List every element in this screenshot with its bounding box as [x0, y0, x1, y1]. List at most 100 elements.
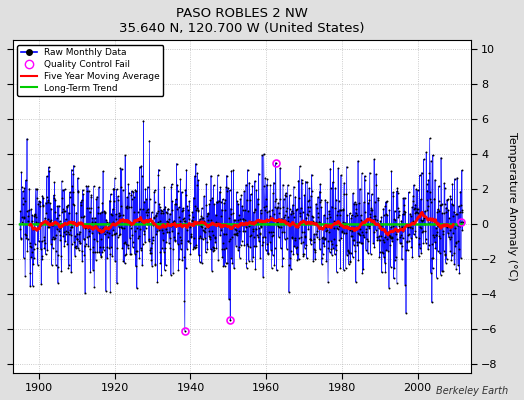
- Point: [103, 228, 111, 235]
- Point: [355, 200, 363, 207]
- Point: [318, 255, 326, 261]
- Point: [385, 207, 394, 213]
- Point: [102, 225, 110, 231]
- Point: [16, 208, 25, 214]
- Point: [335, 237, 343, 243]
- Point: [248, 182, 257, 189]
- Point: [334, 219, 343, 226]
- Point: [183, 203, 191, 210]
- Point: [376, 237, 384, 243]
- Point: [18, 213, 27, 220]
- Point: [61, 208, 69, 214]
- Point: [258, 220, 266, 226]
- Point: [228, 260, 237, 266]
- Point: [176, 176, 184, 182]
- Point: [381, 199, 390, 205]
- Point: [68, 241, 76, 248]
- Point: [143, 221, 151, 228]
- Point: [164, 219, 172, 225]
- Point: [235, 254, 244, 261]
- Point: [116, 211, 124, 218]
- Point: [257, 223, 265, 230]
- Point: [214, 198, 223, 204]
- Point: [269, 229, 278, 235]
- Point: [332, 242, 341, 248]
- Point: [133, 225, 141, 231]
- Point: [147, 209, 156, 215]
- Point: [116, 231, 124, 237]
- Point: [250, 207, 259, 214]
- Point: [357, 240, 366, 246]
- Point: [45, 224, 53, 230]
- Point: [60, 208, 68, 214]
- Point: [443, 256, 451, 262]
- Point: [67, 224, 75, 230]
- Point: [127, 204, 136, 210]
- Point: [232, 227, 241, 234]
- Point: [340, 191, 348, 198]
- Point: [161, 245, 169, 251]
- Point: [282, 245, 291, 252]
- Point: [80, 213, 88, 219]
- Point: [398, 211, 407, 218]
- Point: [21, 177, 30, 183]
- Point: [127, 188, 136, 194]
- Point: [326, 165, 334, 172]
- Point: [193, 182, 201, 188]
- Point: [118, 245, 126, 252]
- Point: [447, 234, 455, 240]
- Point: [358, 170, 366, 176]
- Point: [97, 236, 105, 242]
- Point: [296, 213, 304, 220]
- Point: [446, 248, 454, 254]
- Point: [275, 210, 283, 216]
- Point: [319, 250, 327, 257]
- Point: [411, 228, 419, 234]
- Point: [399, 195, 407, 202]
- Point: [25, 207, 33, 214]
- Point: [48, 222, 57, 228]
- Point: [304, 212, 312, 218]
- Point: [358, 232, 367, 238]
- Point: [159, 230, 168, 237]
- Point: [252, 226, 260, 232]
- Point: [434, 222, 442, 229]
- Point: [263, 176, 271, 182]
- Point: [182, 167, 191, 173]
- Point: [420, 221, 429, 227]
- Point: [377, 223, 385, 229]
- Point: [285, 221, 293, 227]
- Point: [234, 246, 242, 253]
- Point: [177, 237, 185, 244]
- Point: [380, 260, 389, 266]
- Point: [247, 232, 256, 238]
- Point: [132, 188, 140, 194]
- Point: [191, 202, 200, 209]
- Point: [351, 209, 359, 216]
- Point: [284, 214, 292, 220]
- Point: [140, 230, 149, 237]
- Point: [111, 258, 119, 264]
- Point: [130, 194, 138, 200]
- Point: [377, 233, 385, 240]
- Point: [224, 185, 232, 191]
- Point: [118, 212, 127, 218]
- Point: [282, 193, 290, 199]
- Point: [280, 214, 288, 220]
- Point: [88, 218, 96, 225]
- Point: [417, 196, 425, 202]
- Point: [159, 206, 168, 212]
- Point: [43, 247, 51, 253]
- Point: [284, 218, 292, 224]
- Point: [124, 242, 132, 248]
- Point: [71, 245, 80, 251]
- Point: [60, 242, 69, 249]
- Point: [405, 189, 413, 195]
- Point: [30, 211, 39, 217]
- Point: [171, 196, 180, 202]
- Point: [26, 242, 34, 249]
- Point: [156, 204, 164, 211]
- Point: [415, 235, 423, 241]
- Point: [282, 207, 291, 214]
- Point: [112, 230, 120, 236]
